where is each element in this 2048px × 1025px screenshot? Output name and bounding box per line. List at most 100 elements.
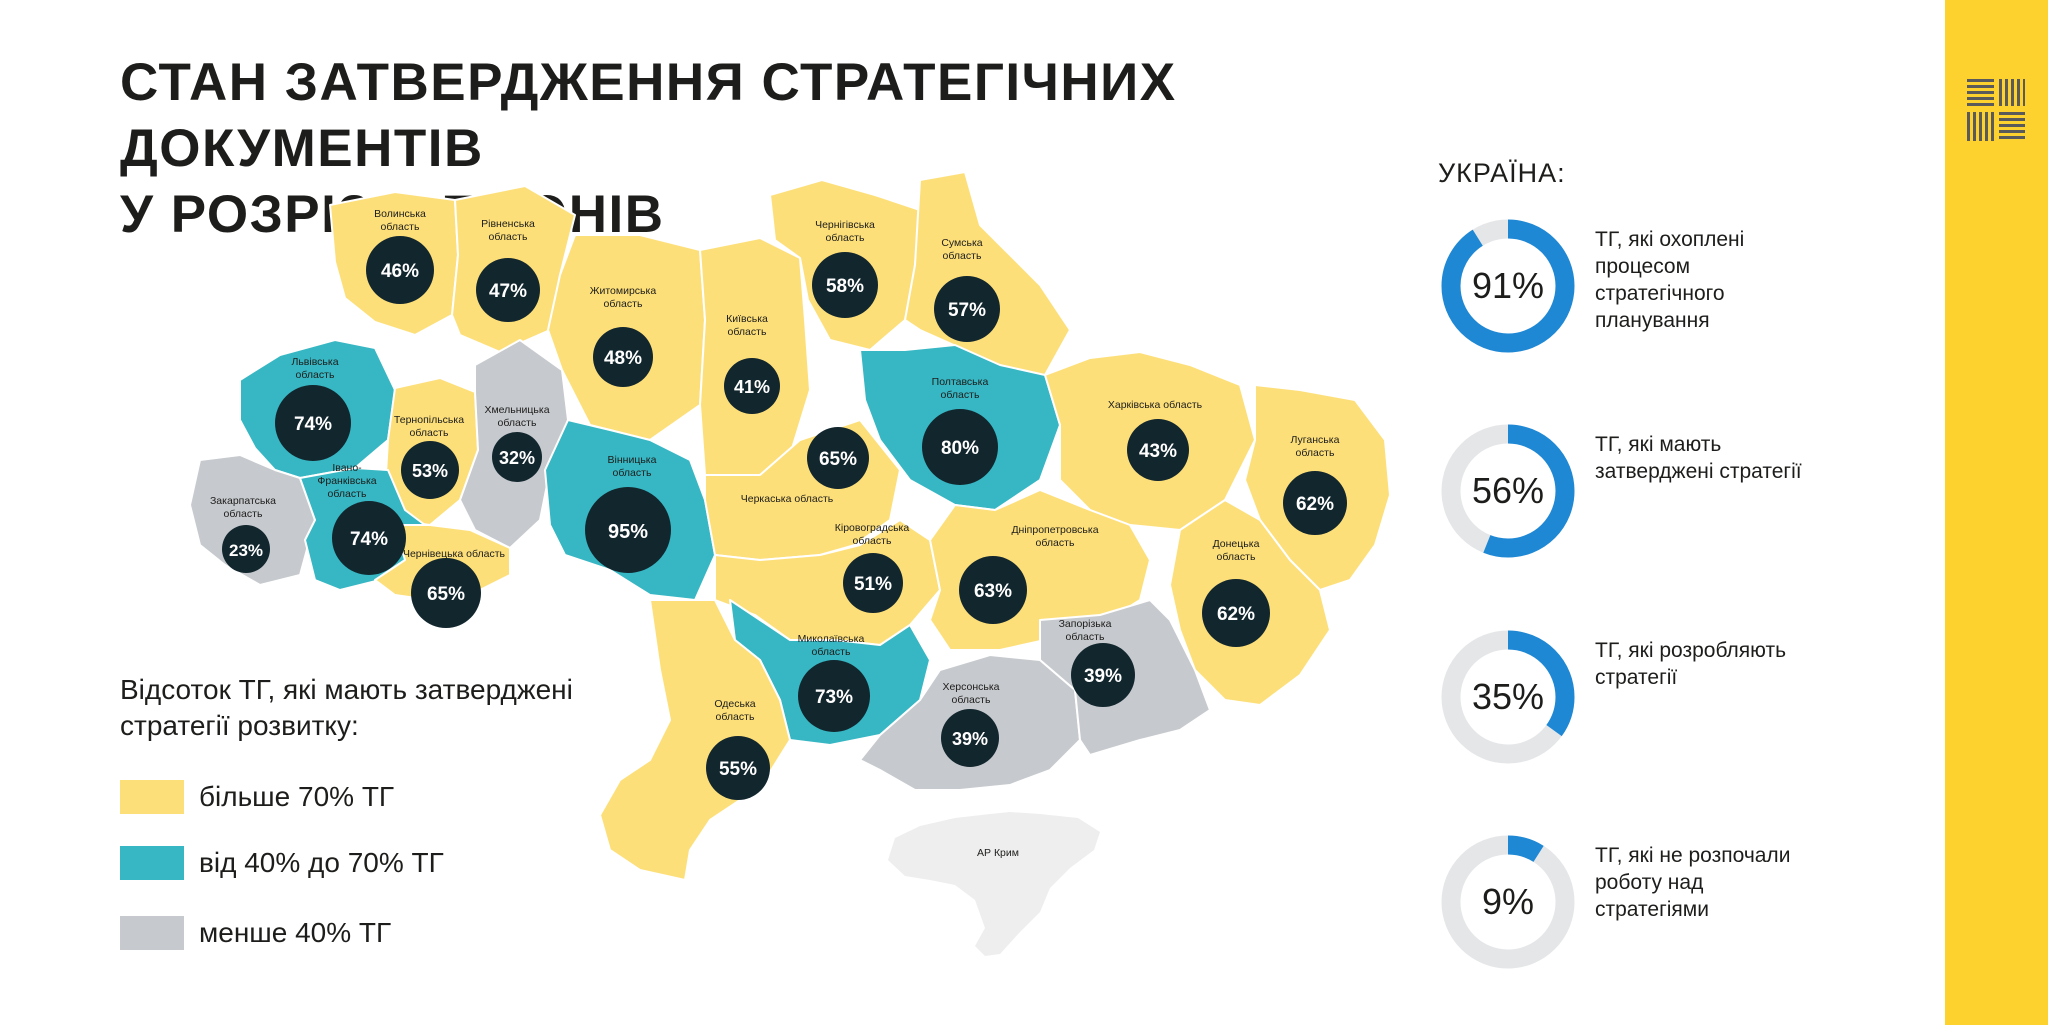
donut-chart-developing	[1441, 630, 1575, 764]
legend-title: Відсоток ТГ, які мають затверджені страт…	[120, 674, 573, 741]
stat-value-approved: 56%	[1471, 470, 1545, 511]
region-volyn-value: 46%	[381, 261, 419, 282]
donut-chart-not-started	[1441, 835, 1575, 969]
region-chernivtsi-label: Чернівецька область	[403, 548, 506, 560]
region-mykolaiv-value: 73%	[815, 687, 853, 708]
region-vinnytsia-label: Вінницька область	[608, 454, 657, 479]
region-poltava-value: 80%	[941, 438, 979, 459]
region-kharkiv-label: Харківська область	[1108, 399, 1203, 411]
region-zhytomyr-marker: 48%	[593, 327, 653, 387]
legend-swatch-high	[120, 780, 184, 814]
legend-item-low: менше 40% ТГ	[120, 916, 640, 950]
crimea-region	[888, 812, 1100, 956]
donut-fill-covered	[1441, 219, 1575, 353]
region-donetsk-value: 62%	[1217, 604, 1255, 625]
region-zhytomyr-label: Житомирська область	[590, 285, 657, 310]
region-cherkasy-marker: 65%	[807, 427, 869, 489]
region-volyn-label: Волинська область	[374, 208, 426, 233]
region-luhansk-marker: 62%	[1283, 471, 1347, 535]
legend-label-low: менше 40% ТГ	[199, 917, 392, 948]
region-sumy-marker: 57%	[934, 276, 1000, 342]
region-ivano-frankivsk-marker: 74%	[332, 501, 406, 575]
yellow-sidebar	[1945, 0, 2048, 1025]
region-chernihiv-label: Чернігівська область	[815, 219, 875, 244]
region-chernivtsi-marker: 65%	[411, 558, 481, 628]
region-khmelnytskyi-marker: 32%	[492, 432, 542, 482]
region-cherkasy-label: Черкаська область	[741, 493, 834, 505]
region-zakarpattia-value: 23%	[229, 541, 263, 560]
region-kirovohrad-shape	[714, 519, 941, 646]
region-rivne-label: Рівненська область	[481, 218, 535, 243]
region-luhansk-label: Луганська область	[1291, 434, 1340, 459]
ukraine-regions-map: АР Крим Волинська область Рівненська облас…	[189, 171, 1391, 956]
region-kyiv-label: Київська область	[726, 313, 768, 338]
stat-desc-developing: ТГ, які розробляють стратегії	[1595, 639, 1787, 689]
legend-swatch-low	[120, 916, 184, 950]
legend-item-high: більше 70% ТГ	[120, 780, 640, 814]
region-kirovohrad-value: 51%	[854, 574, 892, 595]
stat-desc-not-started: ТГ, які не розпочали роботу над стратегі…	[1595, 844, 1791, 921]
region-odesa-label: Одеська область	[714, 698, 755, 723]
legend-item-mid: від 40% до 70% ТГ	[120, 846, 640, 880]
region-rivne-value: 47%	[489, 281, 527, 302]
stat-not-started: 9% ТГ, які не розпочали роботу над страт…	[1440, 834, 1920, 970]
region-donetsk-label: Донецька область	[1213, 538, 1260, 563]
region-chernihiv-marker: 58%	[812, 252, 878, 318]
region-chernivtsi-value: 65%	[427, 584, 465, 605]
legend-label-mid: від 40% до 70% ТГ	[199, 847, 444, 878]
region-odesa-marker: 55%	[706, 736, 770, 800]
region-zhytomyr-value: 48%	[604, 348, 642, 369]
stat-approved: 56% ТГ, які мають затверджені стратегії	[1440, 423, 1920, 559]
value-markers: 46% 47% 48% 41% 58% 57% 74% 53% 32% 95% …	[222, 236, 1347, 800]
stat-desc-approved: ТГ, які мають затверджені стратегії	[1595, 433, 1802, 483]
region-dnipropetrovsk-value: 63%	[974, 581, 1012, 602]
stat-value-not-started: 9%	[1481, 881, 1535, 922]
region-kirovohrad-marker: 51%	[843, 553, 903, 613]
region-ivano-frankivsk-value: 74%	[350, 529, 388, 550]
region-luhansk-value: 62%	[1296, 494, 1334, 515]
region-rivne-marker: 47%	[476, 258, 540, 322]
donut-fill-approved	[1441, 424, 1575, 558]
region-kyiv-marker: 41%	[724, 358, 780, 414]
region-ternopil-value: 53%	[412, 461, 448, 481]
region-kharkiv-marker: 43%	[1127, 419, 1189, 481]
region-zaporizhzhia-value: 39%	[1084, 666, 1122, 687]
region-kyiv-value: 41%	[734, 377, 770, 397]
region-donetsk-marker: 62%	[1202, 579, 1270, 647]
region-dnipropetrovsk-marker: 63%	[959, 556, 1027, 624]
stat-desc-covered: ТГ, які охоплені процесом стратегічного …	[1595, 228, 1745, 332]
title-line-1: СТАН ЗАТВЕРДЖЕННЯ СТРАТЕГІЧНИХ ДОКУМЕНТІ…	[120, 53, 1177, 178]
region-kherson-marker: 39%	[941, 709, 999, 767]
region-zakarpattia-marker: 23%	[222, 525, 270, 573]
region-zakarpattia-shape	[189, 454, 316, 586]
crimea-label: АР Крим	[977, 847, 1019, 859]
region-ternopil-marker: 53%	[401, 441, 459, 499]
region-odesa-shape	[599, 599, 791, 881]
country-label: УКРАЇНА:	[1438, 158, 1566, 188]
region-zakarpattia-label: Закарпатська область	[210, 495, 276, 520]
region-volyn-marker: 46%	[366, 236, 434, 304]
donut-chart-covered	[1441, 219, 1575, 353]
region-kirovohrad-label: Кіровоградська область	[835, 522, 910, 547]
region-vinnytsia-value: 95%	[608, 521, 648, 543]
logo-icon	[1967, 79, 2025, 141]
region-zaporizhzhia-marker: 39%	[1071, 643, 1135, 707]
region-poltava-label: Полтавська область	[932, 376, 989, 401]
region-lviv-marker: 74%	[275, 385, 351, 461]
region-poltava-marker: 80%	[922, 409, 998, 485]
region-sumy-label: Сумська область	[941, 237, 982, 262]
region-khmelnytskyi-value: 32%	[499, 448, 535, 468]
region-zaporizhzhia-label: Запорізька область	[1059, 618, 1112, 643]
region-kherson-label: Херсонська область	[942, 681, 999, 706]
region-cherkasy-value: 65%	[819, 449, 857, 470]
region-dnipropetrovsk-label: Дніпропетровська область	[1011, 524, 1098, 549]
stat-value-developing: 35%	[1471, 676, 1545, 717]
region-chernihiv-value: 58%	[826, 276, 864, 297]
region-kharkiv-value: 43%	[1139, 441, 1177, 462]
region-ternopil-label: Тернопільська область	[394, 414, 464, 439]
region-khmelnytskyi-label: Хмельницька область	[484, 404, 549, 429]
stat-value-covered: 91%	[1471, 265, 1545, 306]
donut-chart-approved	[1441, 424, 1575, 558]
region-lviv-label: Львівська область	[291, 356, 338, 381]
stat-developing: 35% ТГ, які розробляють стратегії	[1440, 629, 1920, 765]
